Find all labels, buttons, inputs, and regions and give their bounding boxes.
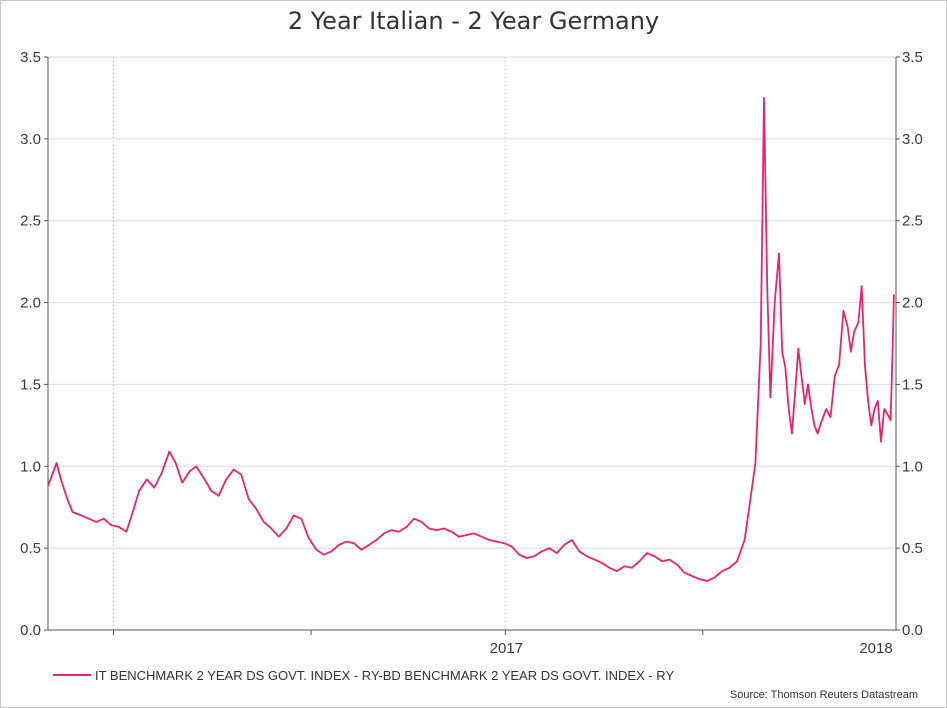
y-tick-label-left: 2.0 bbox=[20, 295, 41, 312]
y-tick-label-left: 1.5 bbox=[20, 376, 41, 393]
legend-swatch bbox=[53, 674, 91, 676]
legend-label: IT BENCHMARK 2 YEAR DS GOVT. INDEX - RY-… bbox=[95, 667, 675, 683]
y-tick-label-right: 3.5 bbox=[902, 49, 923, 66]
y-tick-label-left: 1.0 bbox=[20, 458, 41, 475]
y-tick-label-right: 0.5 bbox=[902, 540, 923, 557]
chart-title: 2 Year Italian - 2 Year Germany bbox=[287, 7, 660, 35]
source-note: Source: Thomson Reuters Datastream bbox=[729, 689, 918, 701]
y-tick-label-right: 2.5 bbox=[902, 213, 923, 230]
y-tick-label-left: 3.0 bbox=[20, 131, 41, 148]
y-tick-label-left: 0.0 bbox=[20, 622, 41, 639]
y-tick-label-left: 3.5 bbox=[20, 49, 41, 66]
x-tick-label: 2017 bbox=[490, 640, 523, 657]
y-tick-label-left: 2.5 bbox=[20, 213, 41, 230]
y-tick-label-left: 0.5 bbox=[20, 540, 41, 557]
x-tick-label: 2018 bbox=[859, 640, 892, 657]
y-tick-label-right: 1.5 bbox=[902, 376, 923, 393]
legend: IT BENCHMARK 2 YEAR DS GOVT. INDEX - RY-… bbox=[53, 665, 674, 685]
y-tick-label-right: 1.0 bbox=[902, 458, 923, 475]
y-tick-label-right: 3.0 bbox=[902, 131, 923, 148]
y-tick-label-right: 2.0 bbox=[902, 295, 923, 312]
y-tick-label-right: 0.0 bbox=[902, 622, 923, 639]
series-line bbox=[47, 97, 895, 582]
